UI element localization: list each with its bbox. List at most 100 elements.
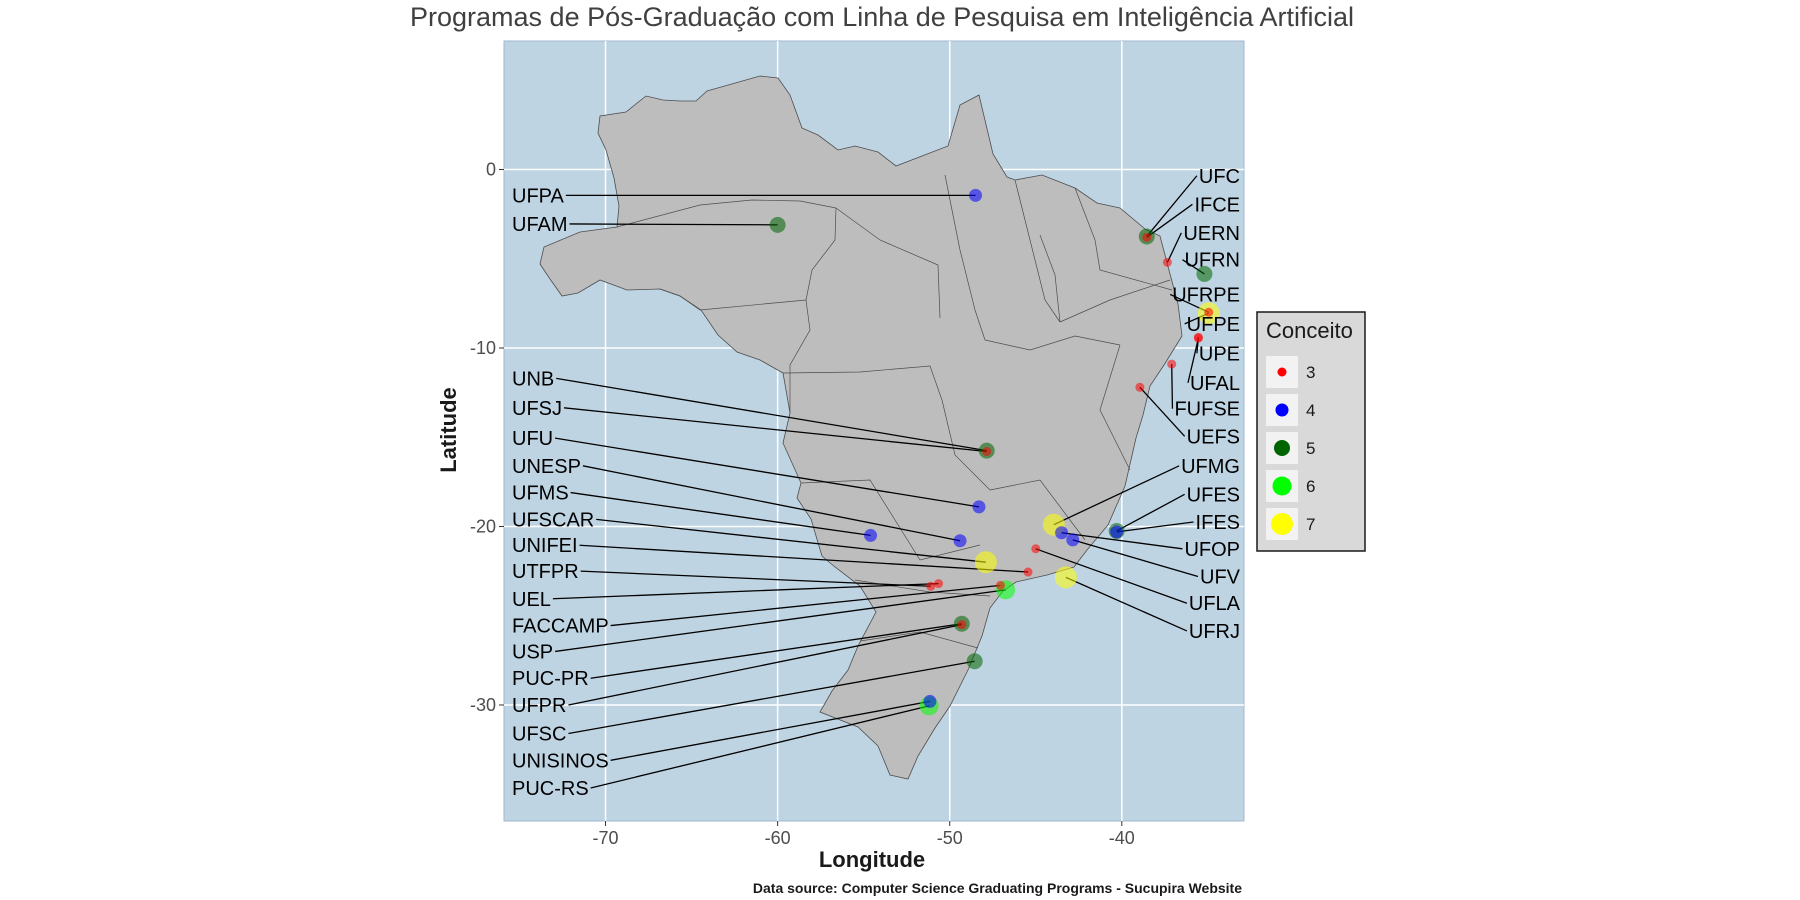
legend-key-4 [1275,403,1289,417]
legend-label-7: 7 [1306,515,1315,534]
label-ufal: UFAL [1190,373,1240,395]
legend-key-7 [1271,513,1293,535]
label-ufscar: UFSCAR [512,509,594,531]
legend-key-5 [1274,440,1290,456]
leader-line [1146,175,1198,237]
point-ifce [1142,232,1152,242]
state-border [941,399,991,491]
state-border [944,174,986,341]
label-ifes: IFES [1196,512,1240,534]
label-ufsc: UFSC [512,724,566,746]
legend-key-3 [1277,367,1287,377]
y-tick-label: 0 [486,160,496,180]
label-ufc: UFC [1199,166,1240,188]
leader-line [552,582,939,600]
point-ufla [1031,544,1041,554]
point-unesp [953,534,967,548]
y-tick-label: -30 [470,695,496,715]
leader-line [582,465,961,542]
point-ufsc [966,653,983,670]
label-ufms: UFMS [512,483,569,505]
label-ufop: UFOP [1184,539,1240,561]
point-ifes [1110,525,1124,539]
leader-line [590,705,930,789]
state-border [859,631,979,649]
x-axis-title: Longitude [819,847,925,872]
point-ufrpe [1204,307,1214,317]
state-border [1039,234,1061,323]
label-uel: UEL [512,589,551,611]
label-uefs: UEFS [1187,426,1240,448]
label-ufam: UFAM [512,214,568,236]
x-tick-label: -50 [937,828,963,848]
label-uern: UERN [1183,223,1240,245]
leader-line [568,624,962,706]
point-faccamp [995,580,1005,590]
leader-line [1116,493,1185,532]
state-border [616,199,837,228]
state-border [835,207,941,319]
chart-title: Programas de Pós-Graduação com Linha de … [410,2,1354,32]
point-uefs [1135,382,1145,392]
label-faccamp: FACCAMP [512,616,609,638]
point-ufpa [969,188,983,202]
label-ifce: IFCE [1194,194,1240,216]
state-border [789,299,811,413]
state-border [1099,344,1131,471]
state-border [1014,179,1061,323]
label-unisinos: UNISINOS [512,750,609,772]
state-border [805,207,837,301]
point-ufam [769,216,786,233]
y-tick-label: -20 [470,516,496,536]
leader-line [1061,532,1183,550]
legend-label-6: 6 [1306,477,1315,496]
point-uern [1162,257,1172,267]
point-ufsj [982,447,992,457]
label-upe: UPE [1199,343,1240,365]
label-fufse: FUFSE [1174,399,1240,421]
label-unifei: UNIFEI [512,535,578,557]
leader-line [579,544,1029,573]
label-ufpr: UFPR [512,695,566,717]
label-ufpe: UFPE [1187,314,1240,336]
leader-line [1053,465,1180,526]
x-tick-label: -60 [765,828,791,848]
label-ufpa: UFPA [512,185,565,207]
label-puc-rs: PUC-RS [512,778,589,800]
leader-line [555,437,980,508]
leader-line [569,223,778,226]
leader-line [1171,364,1174,409]
label-utfpr: UTFPR [512,561,579,583]
label-usp: USP [512,641,553,663]
legend-label-3: 3 [1306,363,1315,382]
point-uel [934,579,944,589]
point-ufv [1066,533,1080,547]
program-labels: UFPA UFAM UNB UFSJ UFU UNESP UFMS UFSCAR UNIFEI U… [512,166,1241,800]
label-ufv: UFV [1200,566,1241,588]
leader-line [1139,386,1186,437]
leader-line [596,518,986,563]
label-puc-pr: PUC-PR [512,668,589,690]
point-fufse [1167,359,1177,369]
leader-line [556,377,987,452]
leader-line [580,570,931,587]
brazil-landmass [539,75,1183,780]
leader-line [610,584,1001,627]
x-tick-label: -70 [593,828,619,848]
point-ufms [864,528,878,542]
state-border [800,479,981,561]
label-ufes: UFES [1187,484,1240,506]
legend-key-6 [1272,476,1292,496]
legend: Conceito 3 4 5 6 7 [1256,311,1366,552]
leader-line [1035,548,1188,604]
state-border [659,288,807,311]
state-border [1059,279,1171,323]
point-ufop [1055,526,1069,540]
leader-line [610,700,931,761]
legend-label-4: 4 [1306,401,1315,420]
leader-line [1187,338,1200,383]
label-leader-lines [552,175,1209,789]
legend-title: Conceito [1266,318,1353,343]
axes: -70 -60 -50 -40 0 -10 -20 -30 [470,160,1135,848]
